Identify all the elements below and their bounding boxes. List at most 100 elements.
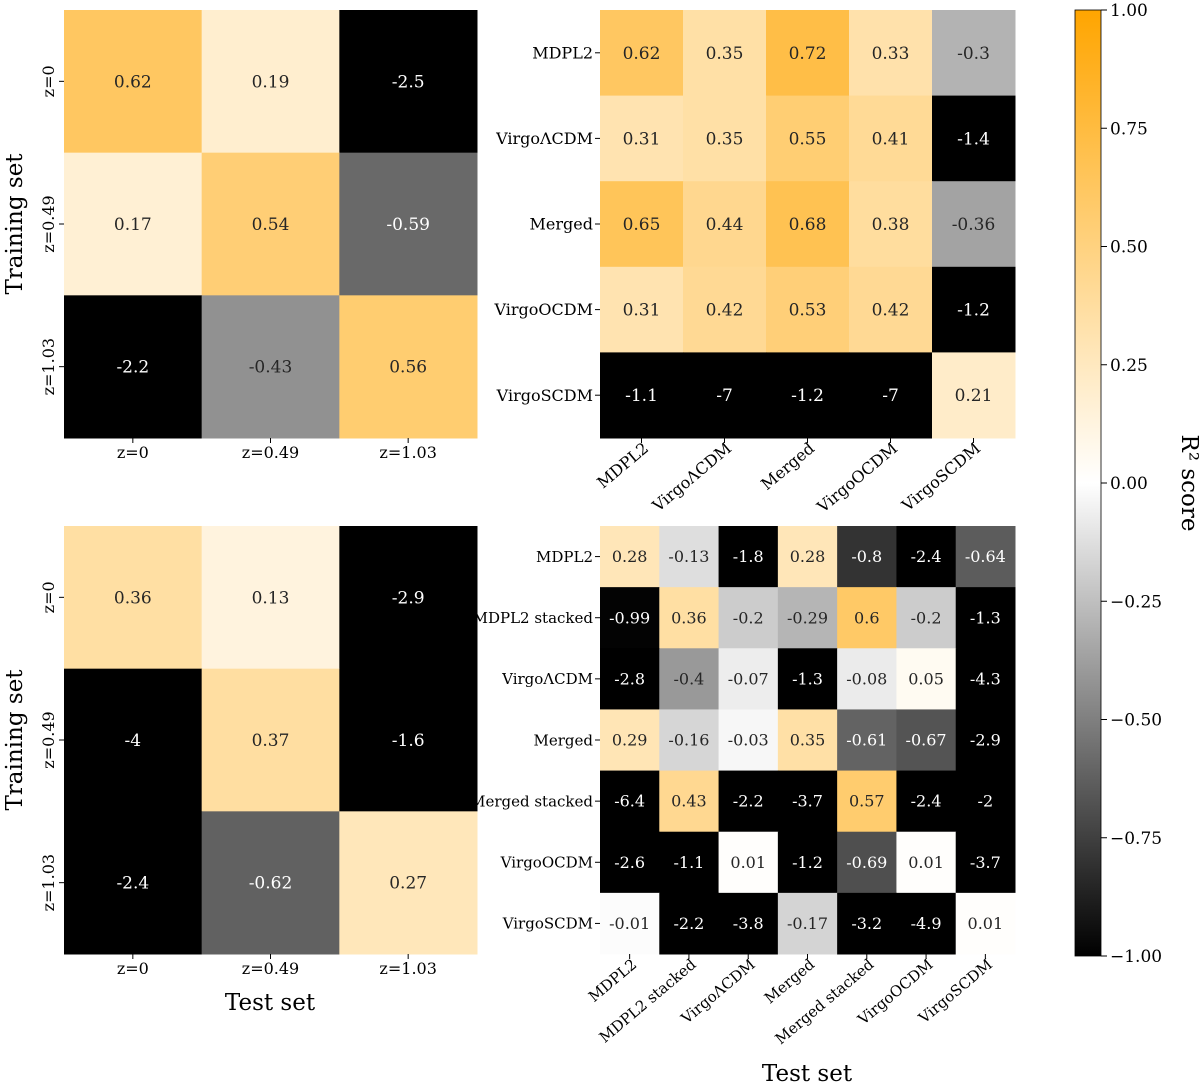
- cell-value-label: -3.2: [851, 914, 882, 933]
- heatmap-bottom-left: 0.36 0.13 -2.9 -4 0.37 -1.6 -2.4 -0.62 0.27 z=0 z=…: [2, 526, 478, 1016]
- heatmap-cell: [600, 526, 660, 588]
- heatmap-cell: [64, 295, 203, 439]
- colorbar-tick-label: 1.00: [1110, 1, 1148, 21]
- heatmap-cell: [600, 352, 684, 439]
- cell-value-label: -2.9: [970, 731, 1001, 750]
- x-axis-title: Test set: [225, 990, 316, 1016]
- heatmap-cell: [837, 770, 897, 833]
- heatmap-cell: [932, 10, 1016, 97]
- heatmap-cell: [896, 709, 957, 772]
- cell-value-label: 0.05: [908, 669, 944, 688]
- heatmap-cell: [600, 892, 660, 955]
- heatmap-cell: [955, 831, 1016, 894]
- cell-value-label: 0.01: [908, 853, 944, 872]
- colorbar: 1.00 0.75 0.50 0.25 0.00 −0.25 −0.50 −0.75 −1.00…: [1074, 1, 1200, 967]
- y-tick-label: z=0.49: [39, 711, 58, 768]
- heatmap-cell: [600, 648, 660, 710]
- cell-value-label: -6.4: [614, 792, 645, 811]
- heatmap-cell: [600, 181, 684, 268]
- cell-value-label: 0.43: [671, 792, 707, 811]
- heatmap-cell: [777, 587, 838, 649]
- heatmap-cell: [932, 95, 1016, 182]
- cell-value-label: -3.7: [970, 853, 1001, 872]
- y-tick-label: MDPL2 stacked: [473, 609, 594, 627]
- heatmap-cell: [849, 95, 933, 182]
- heatmap-cell: [64, 668, 203, 812]
- x-tick-label: MDPL2: [585, 955, 640, 1005]
- y-tick-label: MDPL2: [532, 43, 593, 62]
- heatmap-cell: [777, 709, 838, 772]
- heatmap-cell: [837, 526, 897, 588]
- cell-value-label: -2.4: [911, 792, 942, 811]
- x-tick-label: VirgoΛCDM: [648, 439, 735, 516]
- cell-value-label: -0.59: [386, 215, 430, 235]
- x-tick-label: z=1.03: [379, 443, 436, 462]
- cell-value-label: 0.17: [114, 215, 152, 235]
- heatmap-cell: [339, 526, 478, 670]
- cell-value-label: -0.16: [668, 731, 709, 750]
- cell-value-label: 0.57: [849, 792, 885, 811]
- cell-value-label: -1.3: [792, 669, 823, 688]
- x-tick-label: z=0: [117, 959, 149, 978]
- heatmap-cell: [777, 831, 838, 894]
- heatmap-cell: [201, 526, 340, 670]
- y-tick-label: z=0: [39, 65, 58, 97]
- y-tick-label: VirgoΛCDM: [501, 670, 593, 688]
- heatmap-cell: [955, 587, 1016, 649]
- cell-value-label: -4.3: [970, 669, 1001, 688]
- y-tick-label: MDPL2: [536, 548, 593, 566]
- colorbar-gradient: [1074, 9, 1102, 957]
- cell-value-label: -2.2: [733, 792, 764, 811]
- cell-value-label: 0.28: [790, 547, 826, 566]
- cell-value-label: 0.54: [252, 215, 290, 235]
- cell-value-label: -0.17: [787, 914, 828, 933]
- heatmap-cell: [718, 892, 779, 955]
- heatmap-cell: [600, 587, 660, 649]
- heatmap-cell: [837, 831, 897, 894]
- cell-value-label: -1.8: [733, 547, 764, 566]
- heatmap-cell: [955, 648, 1016, 710]
- y-tick-label: z=1.03: [39, 854, 58, 911]
- cell-value-label: -2.4: [116, 874, 149, 894]
- y-tick-label: Merged: [530, 215, 593, 234]
- heatmap-cell: [837, 709, 897, 772]
- cell-value-label: -0.62: [249, 874, 293, 894]
- heatmap-cell: [600, 770, 660, 833]
- cell-value-label: -0.8: [851, 547, 882, 566]
- cell-value-label: -0.08: [846, 669, 887, 688]
- heatmap-cell: [659, 526, 720, 588]
- cell-value-label: -0.2: [911, 608, 942, 627]
- cell-value-label: 0.55: [789, 129, 827, 149]
- cell-value-label: -2.6: [614, 853, 645, 872]
- x-tick-label: z=1.03: [379, 959, 436, 978]
- heatmap-cell: [683, 181, 767, 268]
- heatmap-cell: [600, 10, 684, 97]
- cell-value-label: 0.35: [790, 731, 826, 750]
- cell-value-label: -2.8: [614, 669, 645, 688]
- x-tick-label: z=0: [117, 443, 149, 462]
- heatmap-cell: [600, 709, 660, 772]
- y-tick-label: z=0: [39, 581, 58, 613]
- heatmap-cell: [777, 648, 838, 710]
- heatmap-cell: [766, 266, 850, 353]
- colorbar-tick-label: 0.25: [1110, 356, 1148, 376]
- cell-value-label: 0.33: [872, 44, 910, 64]
- heatmap-cell: [849, 10, 933, 97]
- heatmap-cell: [659, 831, 720, 894]
- heatmap-cell: [600, 831, 660, 894]
- y-tick-label: Merged: [534, 731, 594, 749]
- heatmap-cell: [932, 266, 1016, 353]
- cell-value-label: 0.19: [252, 72, 290, 92]
- colorbar-tick-label: 0.75: [1110, 119, 1148, 139]
- cell-value-label: 0.28: [612, 547, 648, 566]
- heatmap-cell: [718, 831, 779, 894]
- heatmap-cell: [955, 892, 1016, 955]
- heatmap-cell: [718, 648, 779, 710]
- y-tick-label: VirgoOCDM: [494, 300, 593, 319]
- heatmap-top-left: 0.62 0.19 -2.5 0.17 0.54 -0.59 -2.2 -0.43 0.56 z=…: [2, 10, 478, 462]
- cell-value-label: 0.35: [706, 44, 744, 64]
- heatmap-cell: [339, 10, 478, 154]
- heatmap-cell: [201, 295, 340, 439]
- heatmap-cell: [896, 587, 957, 649]
- cell-value-label: 0.44: [706, 215, 744, 235]
